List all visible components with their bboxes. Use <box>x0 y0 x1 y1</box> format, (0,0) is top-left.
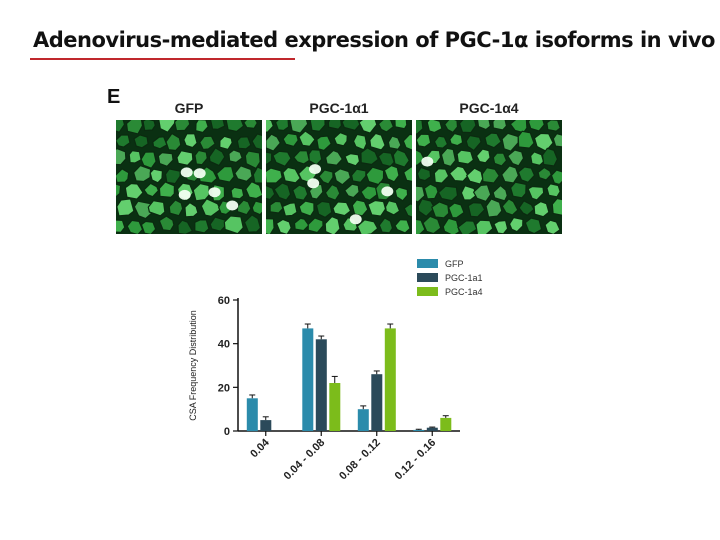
panel-label-gfp: GFP <box>174 100 204 116</box>
legend-label-pgc1a4: PGC-1a4 <box>445 287 483 297</box>
x-tick-label: 0.04 <box>248 436 272 460</box>
y-tick-label: 60 <box>218 295 230 307</box>
bar-pgc1a1-3 <box>426 427 438 431</box>
bar-pgc1a1-2 <box>371 374 383 431</box>
bar-pgc1a4-1 <box>329 383 341 431</box>
y-tick-label: 40 <box>218 339 230 351</box>
legend-swatch-pgc1a1 <box>417 273 438 282</box>
slide-title-alpha: α <box>514 28 528 52</box>
micrograph-pgc1a4 <box>416 120 562 234</box>
slide-title-suffix: isoforms in vivo <box>527 28 716 52</box>
x-tick-label: 0.08 - 0.12 <box>337 437 383 483</box>
slide-title: Adenovirus-mediated expression of PGC-1α… <box>33 28 715 52</box>
y-tick-label: 0 <box>224 426 230 438</box>
bar-gfp-1 <box>302 328 314 431</box>
panel-label-pgc1a4: PGC-1α4 <box>459 100 519 116</box>
panel-letter: E <box>107 86 121 108</box>
micrograph-pgc1a1 <box>266 120 412 234</box>
title-underline <box>30 58 295 60</box>
csa-bar-chart: CSA Frequency Distribution 0 20 40 60 0.04 0.0… <box>188 259 483 483</box>
bar-pgc1a4-3 <box>440 417 452 431</box>
legend-label-pgc1a1: PGC-1a1 <box>445 273 483 283</box>
micrograph-gfp <box>116 120 262 234</box>
bar-gfp-0 <box>246 398 258 432</box>
legend-swatch-gfp <box>417 259 438 268</box>
x-tick-label: 0.12 - 0.16 <box>393 437 439 483</box>
bar-pgc1a1-1 <box>315 339 327 431</box>
y-tick-label: 20 <box>218 382 230 394</box>
bar-pgc1a4-2 <box>384 328 396 431</box>
legend-label-gfp: GFP <box>445 259 464 269</box>
bar-pgc1a1-0 <box>260 420 272 431</box>
panel-label-pgc1a1: PGC-1α1 <box>309 100 369 116</box>
bar-gfp-2 <box>357 409 369 431</box>
bar-gfp-3 <box>413 429 425 431</box>
y-axis-label: CSA Frequency Distribution <box>188 310 198 421</box>
legend-swatch-pgc1a4 <box>417 287 438 296</box>
slide-title-text: Adenovirus-mediated expression of PGC-1 <box>33 28 515 52</box>
x-tick-label: 0.04 - 0.08 <box>282 437 328 483</box>
